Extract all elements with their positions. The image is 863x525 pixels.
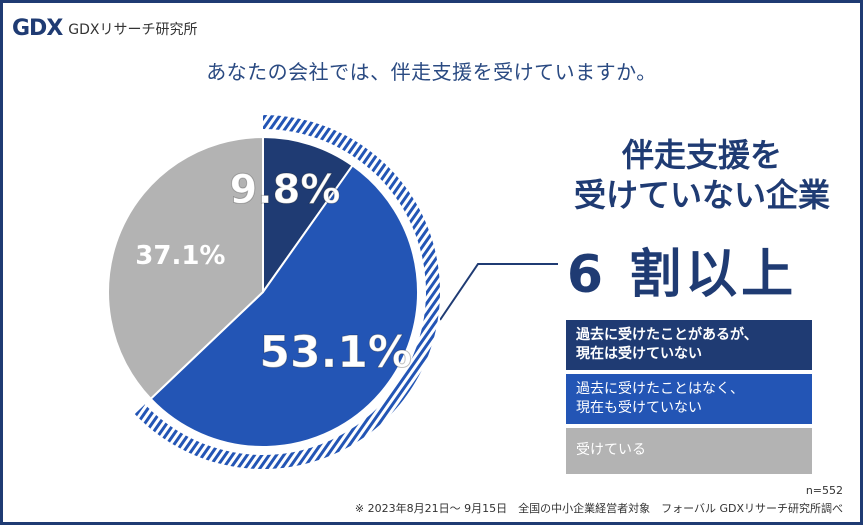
legend-item-3-label: 受けている [576, 442, 646, 458]
pie-slice-1 [262, 135, 354, 296]
legend-item-2-line-1: 過去に受けたことはなく、 [576, 381, 744, 397]
headline-line-2: 受けていない企業 [573, 176, 830, 214]
highlight-ring [134, 115, 440, 469]
brand-logo: GDX GDXリサーチ研究所 [12, 16, 198, 41]
sample-size: n=552 [805, 484, 843, 497]
chart-title: あなたの会社では、伴走支援を受けていますか。 [206, 60, 657, 84]
slice-label-3: 37.1% [135, 241, 225, 271]
headline-big-number: 6 割以上 [566, 245, 798, 305]
legend-item-receiving: 受けている [566, 428, 812, 474]
legend-item-never-received: 過去に受けたことはなく、 現在も受けていない [566, 374, 812, 424]
brand-mark: GDX [12, 16, 63, 41]
legend-item-previously-received: 過去に受けたことがあるが、 現在は受けていない [566, 320, 812, 370]
brand-name: GDXリサーチ研究所 [68, 21, 198, 38]
headline-line-1: 伴走支援を [621, 136, 782, 174]
legend-item-2-line-2: 現在も受けていない [576, 400, 702, 416]
slice-label-2: 53.1% [259, 327, 412, 378]
pie-slice-2 [149, 164, 419, 448]
legend-item-1-line-1: 過去に受けたことがあるが、 [576, 327, 758, 343]
headline: 伴走支援を 受けていない企業 [552, 135, 852, 215]
legend-item-1-line-2: 現在は受けていない [576, 346, 702, 362]
footnote: ※ 2023年8月21日～ 9月15日 全国の中小企業経営者対象 フォーバル G… [354, 502, 843, 515]
pie-slice-3 [107, 135, 264, 401]
slice-label-1: 9.8% [230, 167, 341, 213]
callout-connector [440, 263, 558, 321]
